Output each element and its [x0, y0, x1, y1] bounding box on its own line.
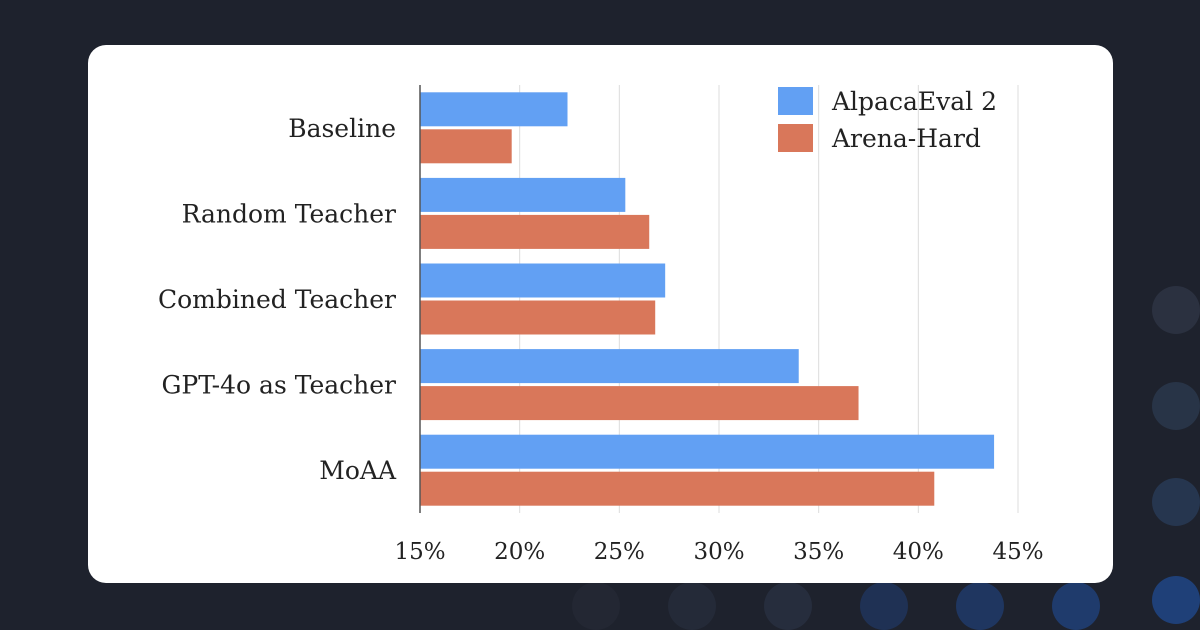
category-label: GPT-4o as Teacher — [161, 371, 396, 400]
legend-label: Arena-Hard — [831, 124, 981, 153]
chart-card: Baseline Random Teacher Combined Teacher GP… — [88, 45, 1113, 583]
x-tick-label: 30% — [693, 539, 744, 565]
decor-dot — [1152, 576, 1200, 624]
bar-arena-hard — [420, 214, 650, 249]
x-tick-label: 45% — [992, 539, 1043, 565]
legend-swatch — [778, 124, 813, 152]
decor-dot — [1052, 582, 1100, 630]
legend-swatch — [778, 87, 813, 115]
bar-alpacaeval — [420, 349, 799, 384]
x-tick-label: 20% — [494, 539, 545, 565]
bar-arena-hard — [420, 471, 935, 506]
category-label: Baseline — [288, 114, 396, 143]
bar-alpacaeval — [420, 177, 626, 212]
x-tick-label: 15% — [394, 539, 445, 565]
bar-arena-hard — [420, 300, 656, 335]
category-label: Random Teacher — [182, 199, 396, 228]
decor-dot — [572, 582, 620, 630]
bar-alpacaeval — [420, 434, 995, 469]
decor-dot — [1152, 382, 1200, 430]
decor-dot — [860, 582, 908, 630]
bar-arena-hard — [420, 129, 512, 164]
x-tick-label: 25% — [594, 539, 645, 565]
x-tick-label: 35% — [793, 539, 844, 565]
decor-dot — [1152, 478, 1200, 526]
decor-dot — [1152, 286, 1200, 334]
bar-arena-hard — [420, 386, 859, 421]
bar-alpacaeval — [420, 263, 666, 298]
decor-dot — [668, 582, 716, 630]
decor-dot — [956, 582, 1004, 630]
x-tick-label: 40% — [893, 539, 944, 565]
bar-chart: Baseline Random Teacher Combined Teacher GP… — [158, 85, 1044, 565]
legend-label: AlpacaEval 2 — [831, 87, 997, 116]
category-label: MoAA — [319, 456, 397, 485]
decor-dot — [764, 582, 812, 630]
category-label: Combined Teacher — [158, 285, 396, 314]
bar-alpacaeval — [420, 92, 568, 127]
